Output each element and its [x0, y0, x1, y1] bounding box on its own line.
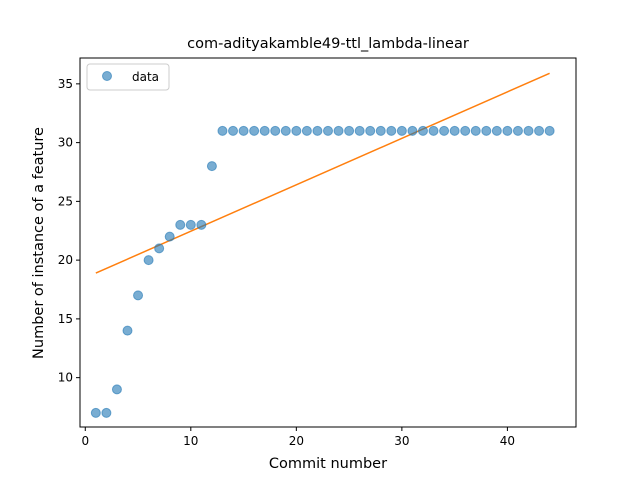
data-point	[217, 125, 228, 136]
data-point	[301, 125, 312, 136]
data-point	[417, 125, 428, 136]
data-point	[323, 125, 333, 136]
chart-title: com-adityakamble49-ttl_lambda-linear	[187, 36, 469, 52]
data-point	[101, 407, 112, 418]
data-point	[312, 125, 323, 136]
data-point	[344, 125, 355, 136]
data-point	[512, 125, 523, 136]
data-point	[502, 125, 513, 136]
data-point	[122, 325, 133, 336]
data-point	[470, 125, 481, 136]
data-point	[280, 125, 291, 136]
data-point	[439, 125, 450, 136]
data-point	[491, 125, 502, 136]
data-point	[428, 125, 439, 136]
data-points-layer	[90, 125, 555, 418]
y-tick-label: 20	[58, 253, 73, 267]
data-point	[333, 125, 344, 136]
data-point	[544, 125, 555, 136]
data-point	[196, 219, 207, 230]
axes-frame	[79, 57, 577, 428]
legend-label-data: data	[132, 70, 159, 84]
data-point	[386, 125, 397, 136]
data-point	[249, 125, 260, 136]
data-point	[534, 125, 545, 136]
x-tick-label: 30	[394, 434, 409, 448]
y-axis-label: Number of instance of a feature	[31, 127, 47, 359]
y-axis-ticks: 10 15 20 25 30 35	[58, 77, 80, 385]
x-tick-label: 20	[289, 434, 304, 448]
y-tick-label: 30	[58, 136, 73, 150]
data-point	[259, 125, 270, 136]
data-point	[460, 125, 471, 136]
data-point	[206, 161, 217, 172]
data-point	[90, 407, 101, 418]
x-axis-label: Commit number	[269, 456, 387, 472]
legend-marker	[102, 71, 112, 81]
data-point	[407, 125, 418, 136]
data-point	[143, 255, 154, 266]
x-tick-label: 10	[183, 434, 198, 448]
legend: data	[86, 63, 170, 91]
x-axis-ticks: 0 10 20 30 40	[81, 427, 515, 448]
data-point	[291, 125, 302, 136]
data-point	[449, 125, 460, 136]
data-point	[238, 125, 249, 136]
data-point	[164, 231, 175, 242]
data-point	[175, 219, 186, 230]
data-point	[396, 125, 407, 136]
data-point	[228, 125, 239, 136]
data-point	[354, 125, 365, 136]
y-tick-label: 15	[58, 312, 73, 326]
x-tick-label: 40	[500, 434, 515, 448]
data-point	[270, 125, 281, 136]
data-point	[375, 125, 386, 136]
data-point	[111, 384, 122, 395]
data-point	[481, 125, 492, 136]
y-tick-label: 10	[58, 371, 73, 385]
data-point	[365, 125, 376, 136]
data-point	[523, 125, 534, 136]
data-point	[185, 219, 196, 230]
x-tick-label: 0	[81, 434, 89, 448]
legend-box	[86, 63, 170, 91]
y-tick-label: 35	[58, 77, 73, 91]
y-tick-label: 25	[58, 194, 73, 208]
data-point	[154, 243, 165, 254]
data-point	[133, 290, 144, 301]
